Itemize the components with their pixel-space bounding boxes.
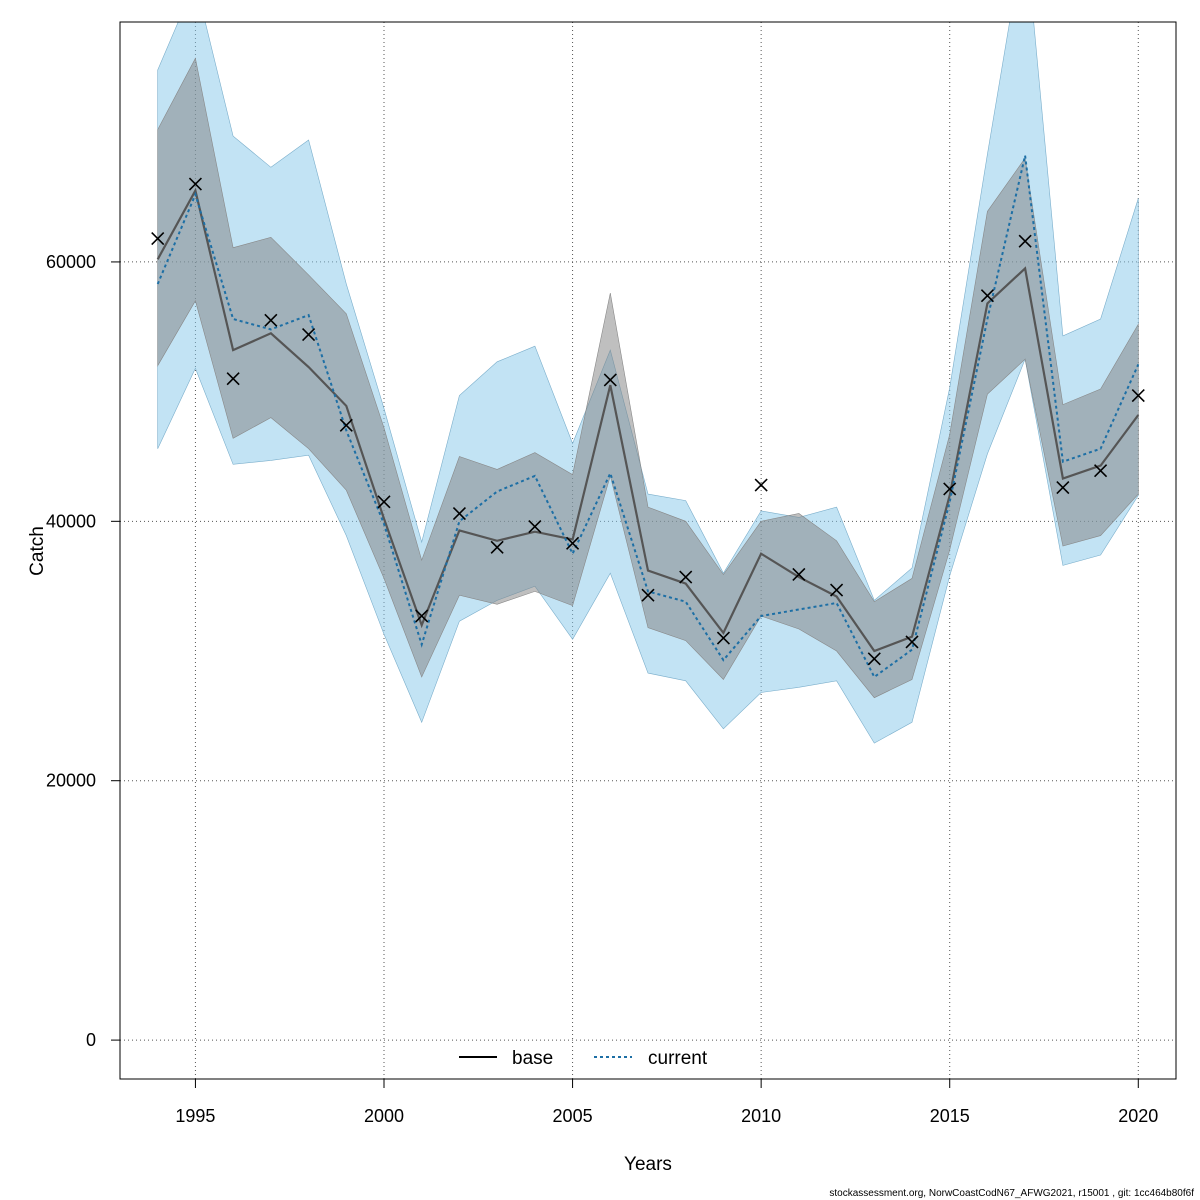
confidence-bands — [157, 22, 1139, 744]
observed-point — [905, 635, 919, 649]
x-tick-label: 2005 — [553, 1106, 593, 1126]
x-tick-label: 2020 — [1118, 1106, 1158, 1126]
observed-point — [792, 567, 806, 582]
y-axis-title: Catch — [27, 526, 48, 576]
x-tick-label: 1995 — [175, 1106, 215, 1126]
observed-point — [188, 177, 202, 191]
observed-point — [452, 506, 466, 521]
legend-label-current: current — [648, 1048, 708, 1069]
x-tick-label: 2015 — [930, 1106, 970, 1126]
observed-point — [1131, 388, 1145, 403]
observed-point — [754, 478, 768, 492]
series-lines — [156, 155, 1140, 679]
observed-point — [490, 540, 504, 554]
observed-point — [943, 482, 957, 496]
observed-point — [339, 418, 353, 432]
y-axis: 0 20000 40000 60000 — [46, 252, 120, 1050]
observed-point — [867, 652, 881, 666]
y-tick-label: 20000 — [46, 771, 96, 791]
observed-point — [830, 583, 844, 597]
y-tick-label: 40000 — [46, 511, 96, 531]
x-axis-title: Years — [624, 1154, 672, 1175]
observed-point — [226, 372, 240, 386]
observed-point — [980, 289, 994, 303]
x-tick-label: 2010 — [741, 1106, 781, 1126]
series-line-current — [156, 155, 1140, 679]
observed-point — [302, 327, 316, 342]
observed-point — [151, 232, 165, 246]
observed-point — [566, 536, 580, 550]
observed-point — [264, 313, 278, 327]
observed-point — [679, 570, 693, 584]
y-tick-label: 60000 — [46, 252, 96, 272]
x-axis: 1995 2000 2005 2010 2015 2020 — [175, 1078, 1158, 1126]
observed-point — [716, 631, 730, 645]
observed-point — [1018, 234, 1032, 248]
ci-band-base — [157, 57, 1139, 699]
y-tick-label: 0 — [86, 1030, 96, 1050]
x-tick-label: 2000 — [364, 1106, 404, 1126]
observed-point — [1056, 481, 1070, 495]
legend: base current — [459, 1048, 708, 1069]
legend-label-base: base — [512, 1048, 553, 1069]
observed-point — [1094, 464, 1108, 478]
observed-point — [603, 373, 617, 387]
footer-caption: stockassessment.org, NorwCoastCodN67_AFW… — [829, 1188, 1194, 1199]
observed-points — [151, 177, 1145, 666]
observed-point — [528, 519, 542, 534]
observed-point — [377, 495, 391, 509]
series-line-base — [156, 187, 1140, 653]
observed-point — [415, 609, 429, 623]
observed-point — [641, 588, 655, 602]
